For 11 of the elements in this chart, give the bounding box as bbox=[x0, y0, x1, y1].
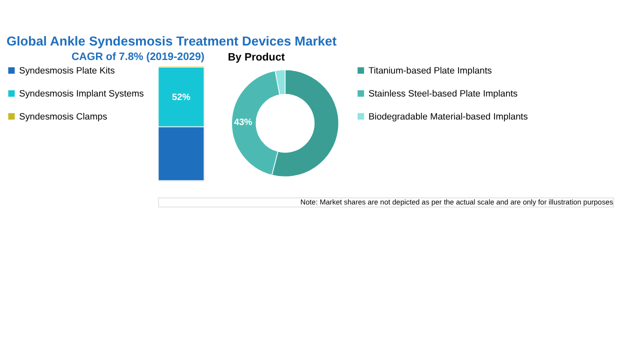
text: CAGR of 7.8% (2019-2029) bbox=[71, 51, 205, 64]
legend-label: Biodegradable Material-based Implants bbox=[368, 111, 528, 122]
legend-label: Syndesmosis Implant Systems bbox=[19, 88, 144, 99]
chart-title: Global Ankle Syndesmosis Treatment Devices Market bbox=[6, 33, 338, 48]
legend-label: Syndesmosis Clamps bbox=[19, 111, 108, 122]
legend-label: Titanium-based Plate Implants bbox=[368, 66, 492, 76]
legend-label: Syndesmosis Plate Kits bbox=[19, 66, 116, 76]
data-label: 52% bbox=[172, 92, 190, 102]
legend-label: Stainless Steel-based Plate Implants bbox=[368, 88, 518, 99]
text: By Product bbox=[228, 52, 286, 64]
data-label: 43% bbox=[234, 117, 252, 128]
